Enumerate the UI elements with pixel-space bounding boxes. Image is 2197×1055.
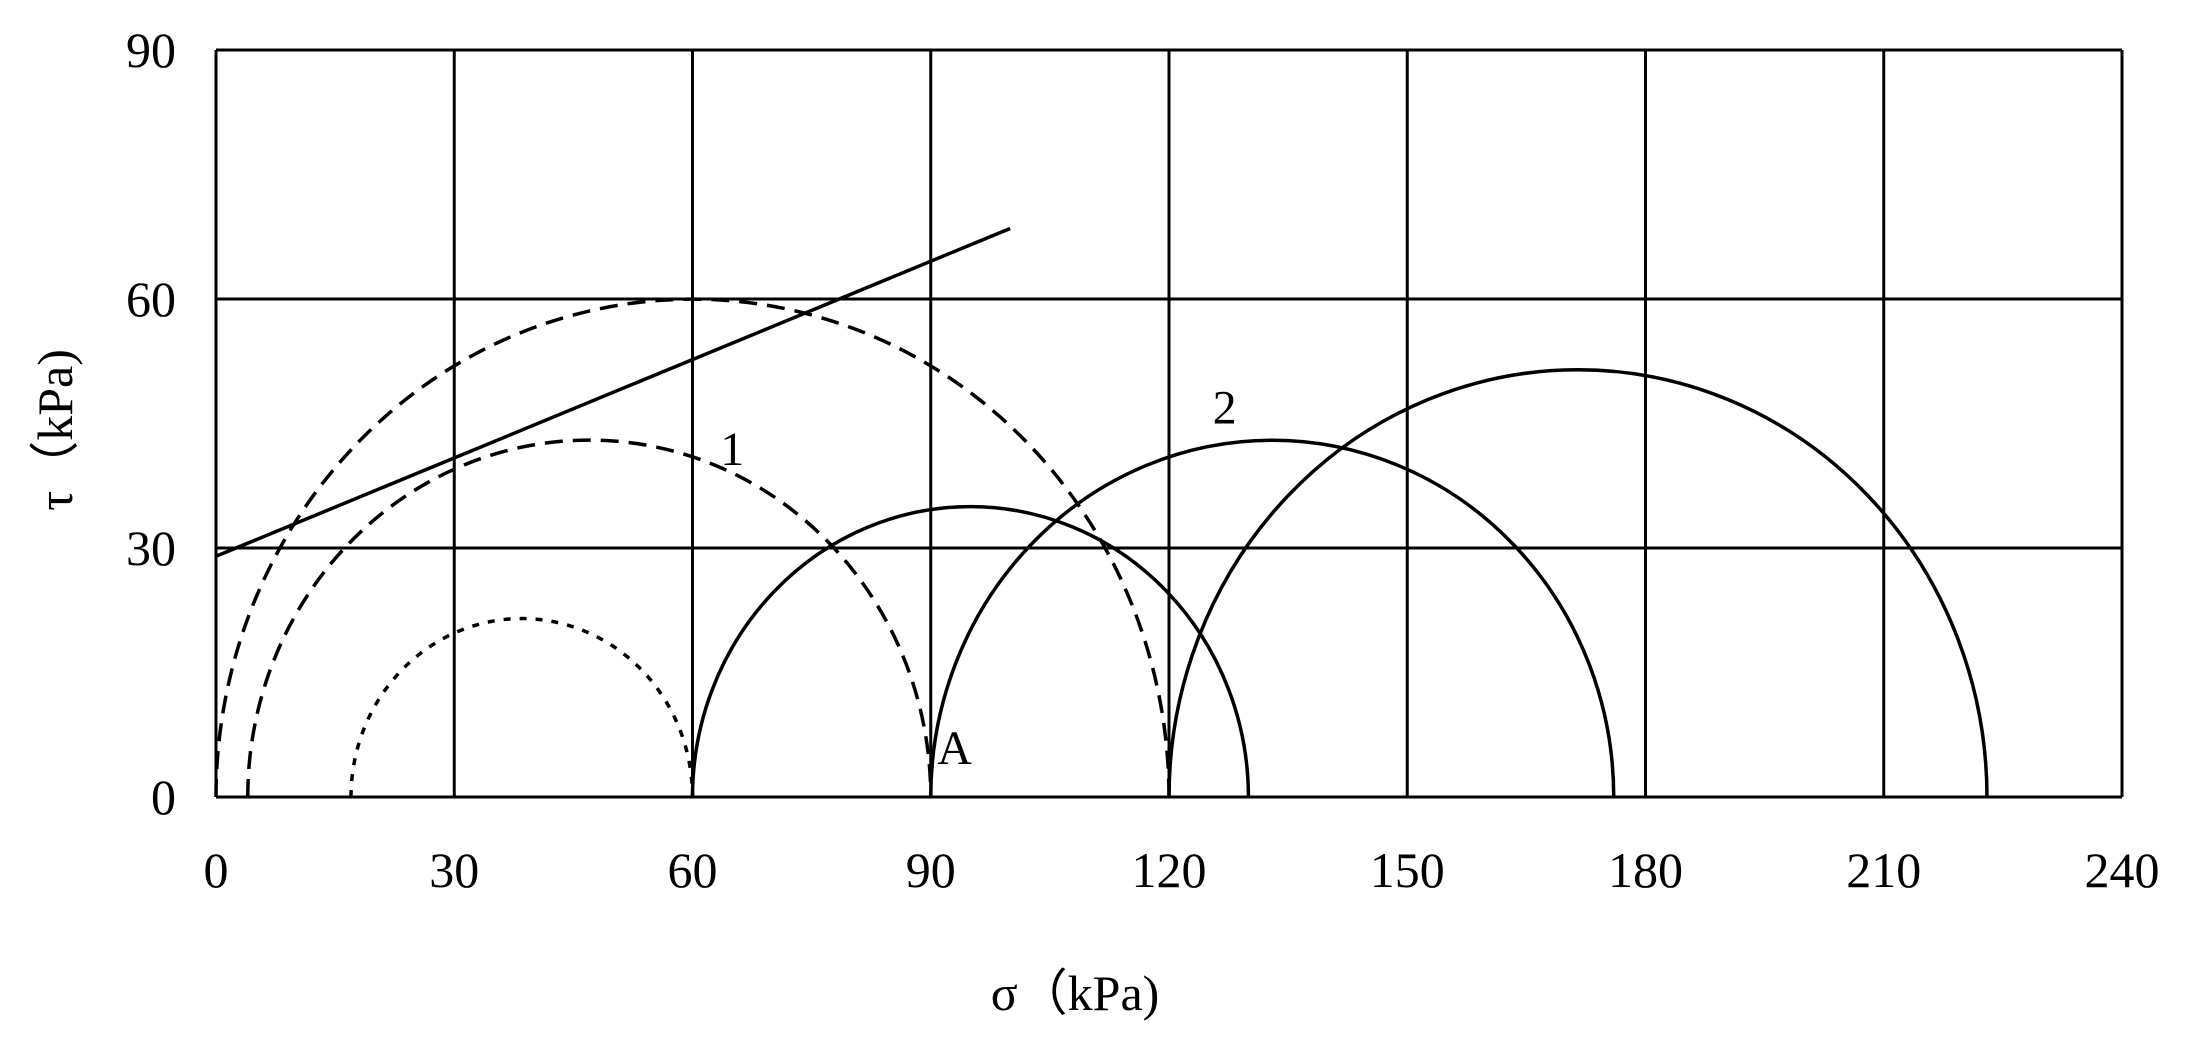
y-tick-label: 30: [126, 520, 176, 576]
x-tick-label: 30: [429, 842, 479, 898]
x-tick-label: 0: [204, 842, 229, 898]
x-tick-label: 210: [1846, 842, 1921, 898]
y-tick-label: 0: [151, 769, 176, 825]
y-axis-title: τ（kPa): [27, 349, 83, 511]
grid-lines: [214, 48, 2124, 799]
mohr-circle-dotted: [349, 616, 695, 798]
y-tick-label: 90: [126, 22, 176, 78]
annotation-label: 2: [1213, 382, 1237, 435]
tick-labels: 0 30 60 90 120 150 180 210 240 0 30 60 90: [126, 22, 2160, 898]
x-tick-label: 90: [906, 842, 956, 898]
annotation-label: 1: [720, 423, 744, 476]
mohr-circle-solid: [1167, 368, 1989, 798]
annotation-label: A: [937, 722, 972, 775]
x-tick-label: 60: [668, 842, 718, 898]
x-axis-title: σ（kPa): [991, 965, 1160, 1021]
mohr-circle-dashed: [246, 438, 933, 798]
mohr-circle-solid: [931, 440, 1614, 797]
mohr-circle-solid: [690, 504, 1251, 798]
plot-marks: 1 2 A: [214, 226, 1989, 798]
mohr-circle-dashed: [214, 297, 1171, 798]
x-tick-label: 180: [1608, 842, 1683, 898]
y-tick-label: 60: [126, 271, 176, 327]
x-tick-label: 240: [2085, 842, 2160, 898]
x-tick-label: 150: [1370, 842, 1445, 898]
x-tick-label: 120: [1132, 842, 1207, 898]
failure-envelope-line: [215, 226, 1011, 558]
